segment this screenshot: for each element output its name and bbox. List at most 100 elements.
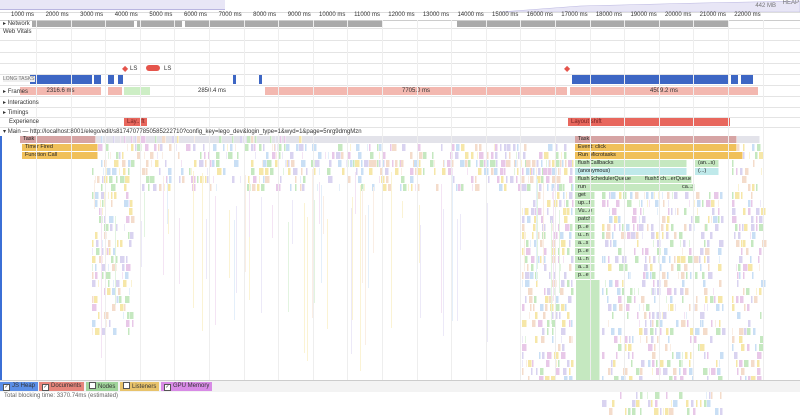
flame-slice[interactable] [244,136,246,143]
flame-slice[interactable] [101,136,104,143]
flame-slice[interactable] [695,304,698,311]
flame-slice[interactable] [92,168,95,175]
flame-slice[interactable] [513,168,515,175]
flame-slice[interactable] [690,336,693,343]
flame-slice[interactable] [487,202,489,343]
flame-patch[interactable]: patch [575,216,595,223]
flame-slice[interactable] [331,152,336,159]
flame-slice[interactable] [753,296,758,303]
flame-slice[interactable] [629,192,633,199]
flame-slice[interactable] [760,168,762,175]
flame-slice[interactable] [518,184,522,191]
flame-slice[interactable] [744,376,747,383]
flame-slice[interactable] [486,152,489,159]
flame-slice[interactable] [641,280,647,287]
main-flame-chart[interactable]: Task Timer Fired Function Call Task Event: c… [0,136,800,415]
flame-slice[interactable] [645,192,649,199]
flame-slice[interactable] [667,200,670,207]
flame-slice[interactable] [239,136,243,143]
flame-slice[interactable] [128,200,131,207]
flame-slice[interactable] [543,312,546,319]
flame-slice[interactable] [368,144,371,151]
flame-slice[interactable] [618,192,622,199]
flame-slice[interactable] [674,304,676,311]
flame-slice[interactable] [659,328,662,335]
flame-slice[interactable] [743,328,747,335]
flame-slice[interactable] [320,185,322,283]
flame-slice[interactable] [162,184,166,191]
flame-slice[interactable] [93,296,99,303]
flame-slice[interactable] [570,320,574,327]
flame-slice[interactable] [710,320,714,327]
flame-slice[interactable] [274,160,278,167]
flame-slice[interactable] [250,160,255,167]
flame-a-s[interactable]: a...s [575,240,595,247]
flame-slice[interactable] [143,152,145,159]
flame-slice[interactable] [674,232,678,239]
flame-slice[interactable] [671,208,673,215]
flame-slice[interactable] [700,344,706,351]
flame-slice[interactable] [113,136,115,143]
flame-slice[interactable] [474,144,479,151]
flame-slice[interactable] [177,136,179,143]
flame-slice[interactable] [526,216,532,223]
flame-slice[interactable] [416,184,420,191]
flame-slice[interactable] [379,144,382,151]
flame-slice[interactable] [627,232,631,239]
flame-slice[interactable] [199,152,203,159]
flame-slice[interactable] [711,208,716,215]
flame-slice[interactable] [741,192,743,199]
flame-slice[interactable] [146,160,150,167]
flame-slice[interactable] [666,360,672,367]
flame-slice[interactable] [526,160,532,167]
flame-slice[interactable] [757,368,761,375]
flame-slice[interactable] [459,213,461,251]
flame-slice[interactable] [516,144,520,151]
flame-slice[interactable] [635,232,640,239]
flame-slice[interactable] [714,192,719,199]
flame-slice[interactable] [748,200,751,207]
flame-slice[interactable] [554,352,559,359]
flame-slice[interactable] [668,256,671,263]
flame-slice[interactable] [753,160,756,167]
flame-slice[interactable] [215,195,217,326]
flame-slice[interactable] [400,176,406,183]
flame-slice[interactable] [127,232,130,239]
flame-slice[interactable] [613,224,616,231]
flame-slice[interactable] [349,144,352,151]
flame-slice[interactable] [737,368,740,375]
flame-side-label[interactable]: flushSch...erQueue [642,176,692,183]
flame-slice[interactable] [160,144,163,151]
flame-slice[interactable] [528,288,534,295]
frame-bar[interactable]: 2316.6 ms [20,87,101,95]
flame-slice[interactable] [152,184,157,191]
flame-slice[interactable] [706,352,709,359]
flame-slice[interactable] [528,312,531,319]
flame-slice[interactable] [611,232,615,239]
flame-slice[interactable] [522,208,524,215]
flame-slice[interactable] [538,184,542,191]
flame-slice[interactable] [602,192,607,199]
flame-slice[interactable] [285,160,288,167]
flame-slice[interactable] [570,360,574,367]
flame-slice[interactable] [163,176,165,183]
flame-slice[interactable] [367,144,369,151]
long-task-bar[interactable] [572,75,729,84]
flame-slice[interactable] [167,208,169,234]
flame-slice[interactable] [92,248,94,255]
flame-slice[interactable] [111,184,116,191]
flame-slice[interactable] [695,328,701,335]
flame-slice[interactable] [385,176,390,183]
flame-slice[interactable] [704,304,706,311]
flame-slice[interactable] [215,160,220,167]
flame-slice[interactable] [179,217,181,285]
flame-slice[interactable] [410,176,415,183]
layout-shift-bar[interactable]: Lay...ft [124,118,147,126]
flame-slice[interactable] [109,248,112,255]
checkbox-checked-icon[interactable]: ✓ [42,384,49,391]
flame-slice[interactable] [699,320,702,327]
flame-slice[interactable] [391,171,393,329]
flame-slice[interactable] [357,152,363,159]
flame-slice[interactable] [561,336,563,343]
flame-slice[interactable] [270,136,273,143]
